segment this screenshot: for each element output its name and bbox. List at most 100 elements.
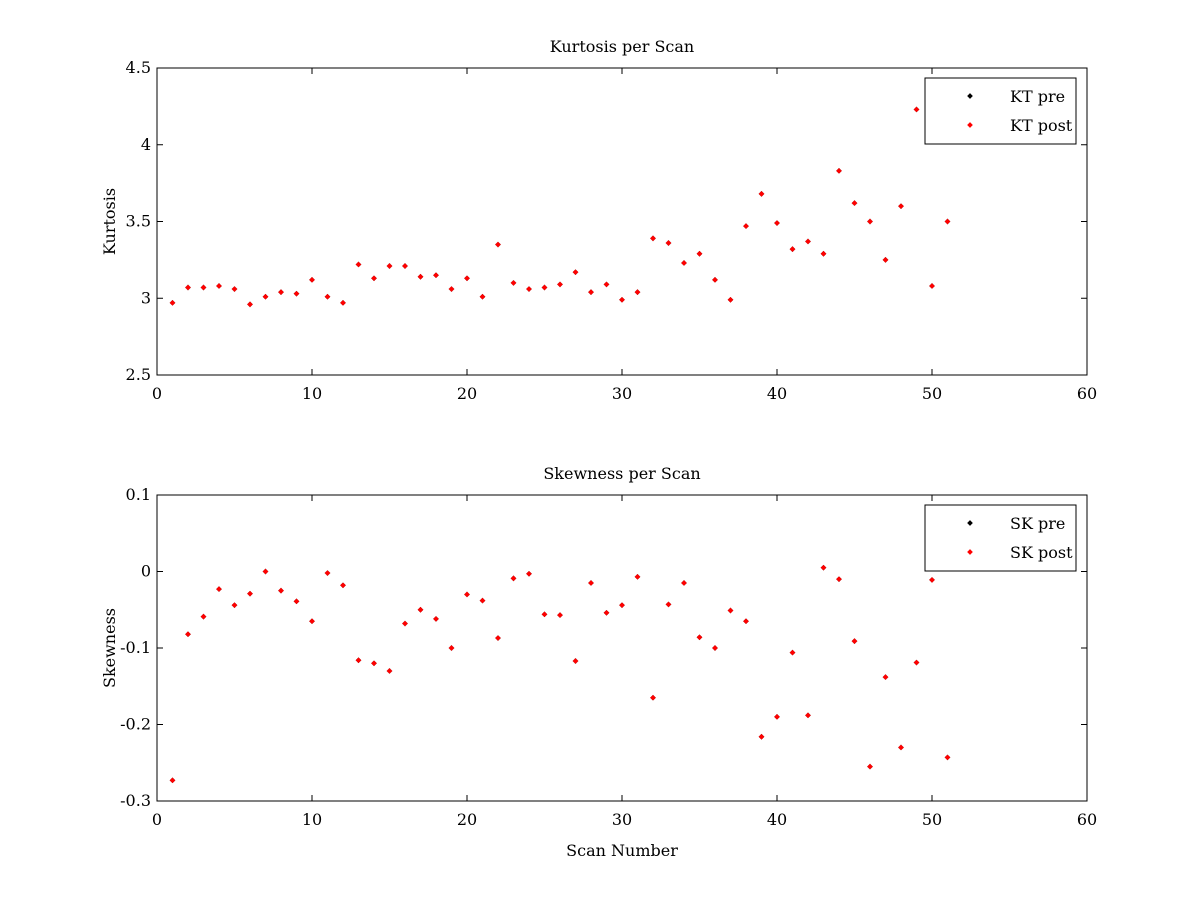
skewness-xtick-label: 40: [767, 810, 787, 829]
kurtosis-data-point: [650, 235, 656, 242]
kurtosis-xtick-label: 60: [1077, 384, 1097, 403]
skewness-series-sk-post: [169, 564, 951, 784]
skewness-data-point: [727, 607, 734, 614]
skewness-data-point: [386, 668, 393, 674]
skewness-title: Skewness per Scan: [543, 464, 700, 483]
kurtosis-data-point: [541, 284, 548, 291]
kurtosis-ylabel: Kurtosis: [100, 188, 119, 255]
skewness-ytick-label: -0.2: [120, 715, 151, 734]
kurtosis-data-point: [603, 281, 610, 288]
skewness-legend-label: SK pre: [1010, 514, 1065, 533]
skewness-data-point: [929, 577, 935, 583]
kurtosis-data-point: [712, 277, 718, 283]
skewness-data-point: [805, 712, 811, 719]
kurtosis-data-point: [681, 260, 687, 266]
skewness-data-point: [944, 754, 951, 761]
kurtosis-data-point: [464, 275, 470, 282]
skewness-xtick-label: 0: [152, 810, 162, 829]
skewness-xtick-label: 50: [922, 810, 942, 829]
skewness-data-point: [309, 618, 315, 625]
kurtosis-xtick-label: 40: [767, 384, 787, 403]
skewness-xtick-label: 30: [612, 810, 632, 829]
kurtosis-data-point: [216, 283, 222, 289]
skewness-ytick-label: 0: [141, 562, 151, 581]
kurtosis-data-point: [479, 293, 486, 300]
skewness-data-point: [185, 631, 191, 638]
skewness-data-point: [371, 660, 377, 667]
skewness-legend-label: SK post: [1010, 543, 1073, 562]
kurtosis-title: Kurtosis per Scan: [550, 37, 694, 56]
kurtosis-data-point: [293, 290, 300, 297]
kurtosis-legend-label: KT post: [1010, 116, 1073, 135]
kurtosis-xtick-label: 10: [302, 384, 322, 403]
kurtosis-data-point: [402, 263, 408, 269]
skewness-legend-marker: [967, 549, 973, 555]
skewness-data-point: [743, 618, 749, 625]
kurtosis-legend-label: KT pre: [1010, 87, 1065, 106]
skewness-data-point: [634, 574, 641, 580]
kurtosis-data-point: [572, 269, 579, 275]
kurtosis-data-point: [727, 296, 734, 303]
skewness-data-point: [758, 733, 765, 740]
kurtosis-data-point: [448, 286, 455, 292]
skewness-data-point: [510, 575, 517, 582]
skewness-data-point: [774, 714, 780, 720]
skewness-data-point: [495, 635, 501, 641]
kurtosis-data-point: [758, 191, 765, 197]
skewness-data-point: [417, 606, 424, 613]
skewness-data-point: [681, 580, 687, 586]
skewness-xtick-label: 20: [457, 810, 477, 829]
kurtosis-data-point: [324, 293, 331, 300]
skewness-data-point: [526, 570, 532, 577]
kurtosis-data-point: [665, 240, 672, 246]
skewness-data-point: [898, 744, 904, 751]
skewness-data-point: [541, 611, 548, 618]
skewness-data-point: [836, 576, 842, 582]
kurtosis-data-point: [805, 238, 811, 245]
kurtosis-data-point: [557, 281, 563, 288]
skewness-data-point: [572, 658, 579, 664]
kurtosis-data-point: [619, 296, 625, 303]
kurtosis-legend-marker: [967, 122, 973, 128]
kurtosis-data-point: [169, 300, 176, 306]
skewness-ytick-label: 0.1: [126, 485, 151, 504]
skewness-data-point: [479, 597, 486, 604]
kurtosis-ytick-label: 3.5: [126, 212, 151, 231]
kurtosis-ytick-label: 2.5: [126, 365, 151, 384]
kurtosis-data-point: [200, 284, 207, 291]
skewness-subplot: 0 10 20 30 40 50 60 -0.3 -0.2 -0.1 0 0.1 Skewness pe…: [100, 464, 1097, 860]
kurtosis-xtick-label: 30: [612, 384, 632, 403]
skewness-data-point: [789, 649, 796, 656]
kurtosis-legend-marker: [967, 93, 973, 99]
skewness-data-point: [278, 587, 284, 594]
kurtosis-series-kt-post: [169, 106, 951, 308]
kurtosis-data-point: [913, 106, 920, 113]
skewness-data-point: [293, 598, 300, 605]
kurtosis-data-point: [371, 275, 377, 282]
kurtosis-ytick-label: 4: [141, 135, 151, 154]
skewness-data-point: [355, 657, 362, 664]
kurtosis-data-point: [247, 301, 253, 308]
kurtosis-data-point: [278, 289, 284, 295]
kurtosis-data-point: [433, 272, 439, 279]
kurtosis-data-point: [526, 286, 532, 292]
kurtosis-data-point: [417, 273, 424, 280]
kurtosis-data-point: [510, 280, 517, 286]
skewness-data-point: [402, 620, 408, 627]
skewness-ylabel: Skewness: [100, 608, 119, 688]
kurtosis-data-point: [820, 250, 827, 257]
skewness-data-point: [665, 601, 672, 608]
kurtosis-xtick-label: 20: [457, 384, 477, 403]
kurtosis-data-point: [867, 218, 873, 225]
skewness-xtick-label: 60: [1077, 810, 1097, 829]
kurtosis-data-point: [185, 284, 191, 291]
skewness-data-point: [262, 568, 269, 575]
skewness-data-point: [913, 659, 920, 666]
kurtosis-data-point: [231, 286, 238, 292]
kurtosis-legend-box: [924, 77, 1077, 145]
skewness-legend-marker: [967, 520, 973, 526]
kurtosis-data-point: [836, 168, 842, 174]
skewness-data-point: [619, 602, 625, 608]
kurtosis-data-point: [929, 283, 935, 289]
